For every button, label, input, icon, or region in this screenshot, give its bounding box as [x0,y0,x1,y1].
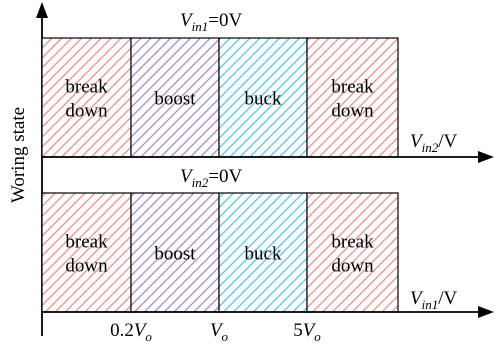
panel-top: Vin1=0V break down boost buck break down Vin2… [41,10,494,163]
region-buck [218,37,308,158]
region-label: down [65,101,108,122]
region-label: break [65,77,108,98]
panel-bottom: Vin2=0V break down boost buck break down Vin1… [41,166,494,318]
region-break-down [306,192,399,313]
region-break-down [41,192,132,313]
panel-top-x-axis-arrow-icon [478,151,494,163]
region-label: break [331,77,374,98]
panel-bottom-x-axis-arrow-icon [478,306,494,318]
tick-label-5vo: 5Vo [293,320,321,344]
region-label: break [65,232,108,253]
region-label: break [331,232,374,253]
panel-top-x-axis-label: Vin2/V [410,131,458,155]
region-label: down [331,101,374,122]
region-label: down [331,256,374,277]
region-label: buck [245,244,282,265]
region-buck [218,192,308,313]
panel-bottom-header: Vin2=0V [180,166,242,190]
tick-label-vo: Vo [210,320,229,344]
region-boost [130,192,220,313]
panel-top-header: Vin1=0V [180,10,242,34]
region-label: boost [154,244,196,265]
panel-bottom-x-axis-label: Vin1/V [410,288,458,312]
region-label: buck [245,89,282,110]
region-break-down [306,37,399,158]
tick-label-0.2vo: 0.2Vo [110,320,152,344]
region-break-down [41,37,132,158]
region-label: down [65,256,108,277]
region-label: boost [154,89,196,110]
y-axis-arrow-icon [36,2,48,18]
y-axis-label: Woring state [8,107,29,203]
